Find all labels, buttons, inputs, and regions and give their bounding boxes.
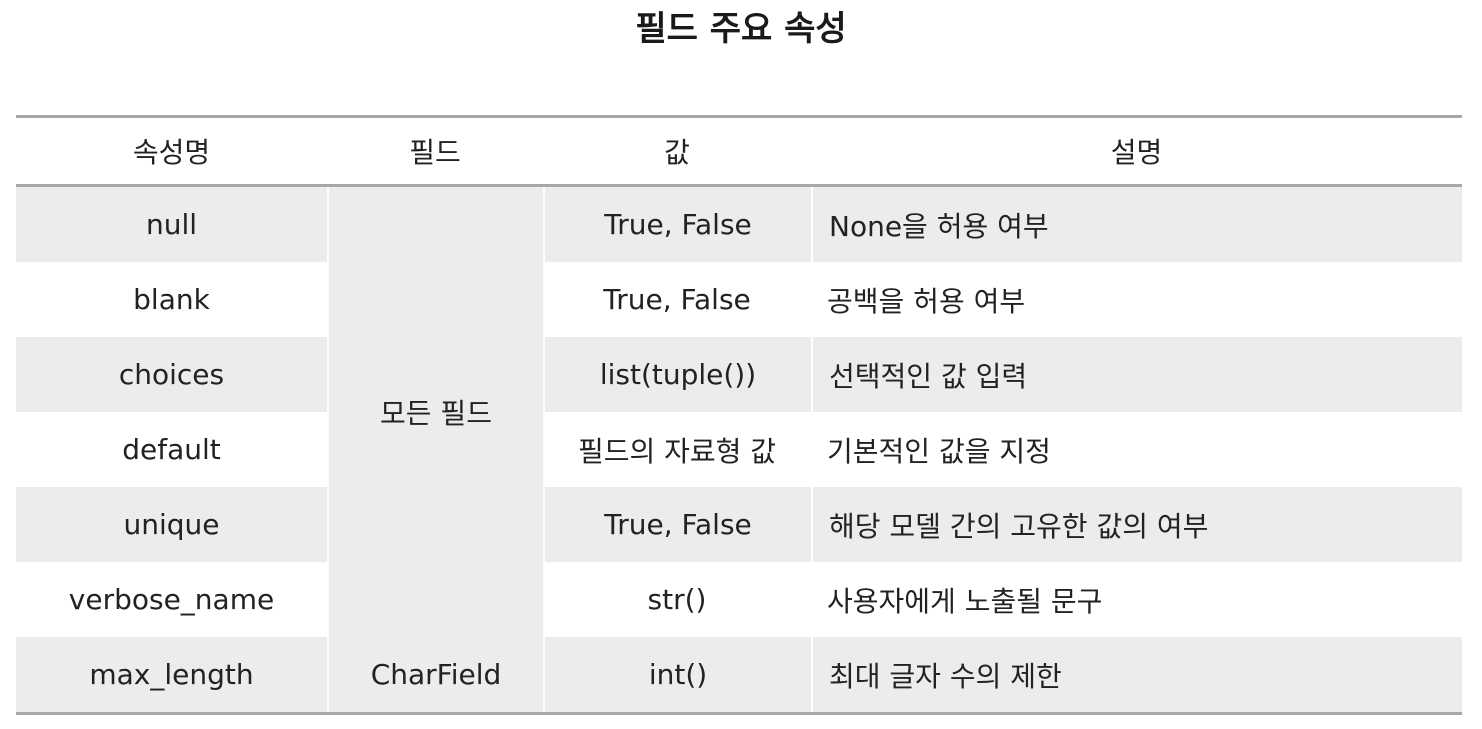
value-cell: True, False [543, 487, 811, 562]
value-cell: int() [543, 637, 811, 712]
table-row: verbose_name str() 사용자에게 노출될 문구 [16, 562, 1462, 637]
table-row: max_length CharField int() 최대 글자 수의 제한 [16, 637, 1462, 712]
attribute-name-cell: verbose_name [16, 562, 327, 637]
description-cell: 공백을 허용 여부 [811, 262, 1462, 337]
attribute-name-cell: unique [16, 487, 327, 562]
page-title: 필드 주요 속성 [635, 9, 847, 49]
attribute-name-cell: default [16, 412, 327, 487]
header-description: 설명 [811, 118, 1462, 187]
description-cell: 해당 모델 간의 고유한 값의 여부 [811, 487, 1462, 562]
attribute-name-cell: max_length [16, 637, 327, 712]
value-cell: True, False [543, 187, 811, 262]
header-value: 값 [543, 118, 811, 187]
field-group-cell: CharField [327, 637, 543, 712]
description-cell: 기본적인 값을 지정 [811, 412, 1462, 487]
header-attribute-name: 속성명 [16, 118, 327, 187]
attribute-name-cell: choices [16, 337, 327, 412]
description-cell: None을 허용 여부 [811, 187, 1462, 262]
description-cell: 최대 글자 수의 제한 [811, 637, 1462, 712]
value-cell: 필드의 자료형 값 [543, 412, 811, 487]
table-row: null 모든 필드 True, False None을 허용 여부 [16, 187, 1462, 637]
description-cell: 선택적인 값 입력 [811, 337, 1462, 412]
header-field: 필드 [327, 118, 543, 187]
table-header-row: 속성명 필드 값 설명 [16, 118, 1462, 187]
table-row: blank True, False 공백을 허용 여부 [16, 262, 1462, 337]
attribute-name-cell: blank [16, 262, 327, 337]
value-cell: list(tuple()) [543, 337, 811, 412]
table-row: default 필드의 자료형 값 기본적인 값을 지정 [16, 412, 1462, 487]
value-cell: str() [543, 562, 811, 637]
description-cell: 사용자에게 노출될 문구 [811, 562, 1462, 637]
field-group-cell: 모든 필드 [327, 187, 543, 637]
table-row: unique True, False 해당 모델 간의 고유한 값의 여부 [16, 487, 1462, 562]
field-attributes-table: 속성명 필드 값 설명 null 모든 필드 True, False None을… [16, 115, 1462, 715]
attribute-name-cell: null [16, 187, 327, 262]
table-row: choices list(tuple()) 선택적인 값 입력 [16, 337, 1462, 412]
value-cell: True, False [543, 262, 811, 337]
